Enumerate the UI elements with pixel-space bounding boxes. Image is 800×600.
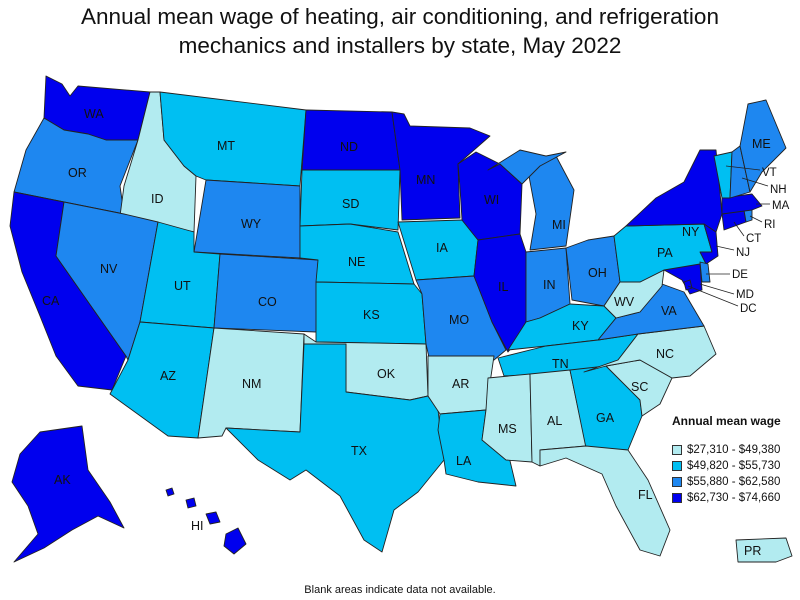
- ct-leader: [733, 221, 745, 237]
- title-line-2: mechanics and installers by state, May 2…: [178, 33, 622, 58]
- ri-leader: [749, 215, 763, 223]
- state-sd[interactable]: [299, 169, 401, 231]
- label-co: CO: [258, 295, 277, 309]
- label-ks: KS: [363, 308, 380, 322]
- label-ok: OK: [377, 367, 396, 381]
- nh-leader: [741, 177, 769, 187]
- label-az: AZ: [160, 369, 176, 383]
- legend-label: $62,730 - $74,660: [687, 492, 781, 504]
- state-ny[interactable]: [625, 149, 723, 233]
- state-pr[interactable]: [735, 537, 793, 563]
- label-wy: WY: [241, 217, 262, 231]
- state-dc[interactable]: [683, 279, 693, 291]
- label-ny: NY: [682, 225, 700, 239]
- data-note: Blank areas indicate data not available.: [304, 584, 496, 596]
- legend-label: $27,310 - $49,380: [687, 444, 781, 456]
- label-ak: AK: [54, 473, 71, 487]
- label-mo: MO: [449, 313, 469, 327]
- label-il: IL: [498, 280, 508, 294]
- legend-label: $55,880 - $62,580: [687, 476, 781, 488]
- label-ca: CA: [42, 294, 60, 308]
- legend-item: $27,310 - $49,380: [672, 442, 781, 458]
- label-vt: VT: [762, 167, 777, 179]
- label-nm: NM: [242, 377, 261, 391]
- label-nh: NH: [770, 184, 787, 196]
- label-sc: SC: [631, 380, 648, 394]
- label-ut: UT: [174, 279, 191, 293]
- label-pa: PA: [657, 246, 673, 260]
- label-ar: AR: [452, 377, 469, 391]
- label-hi: HI: [191, 519, 204, 533]
- state-or[interactable]: [13, 117, 139, 215]
- legend-title: Annual mean wage: [672, 414, 781, 428]
- state-co[interactable]: [213, 253, 319, 333]
- label-de: DE: [732, 269, 748, 281]
- label-nd: ND: [340, 140, 358, 154]
- label-me: ME: [752, 137, 771, 151]
- label-dc: DC: [740, 303, 757, 315]
- label-wi: WI: [484, 193, 499, 207]
- state-ne[interactable]: [299, 223, 415, 285]
- label-pr: PR: [744, 544, 761, 558]
- legend-item: $62,730 - $74,660: [672, 490, 781, 506]
- label-in: IN: [543, 278, 556, 292]
- label-mn: MN: [416, 173, 435, 187]
- label-wv: WV: [614, 295, 635, 309]
- md-leader: [699, 283, 735, 295]
- label-ma: MA: [772, 200, 790, 212]
- label-ga: GA: [596, 411, 615, 425]
- label-va: VA: [661, 304, 677, 318]
- state-ak[interactable]: [11, 425, 125, 563]
- label-ky: KY: [572, 319, 589, 333]
- label-ne: NE: [348, 255, 365, 269]
- legend-swatch: [672, 461, 682, 471]
- label-fl: FL: [638, 488, 653, 502]
- label-al: AL: [547, 414, 562, 428]
- state-hi-maui[interactable]: [205, 511, 221, 525]
- label-id: ID: [151, 192, 164, 206]
- map-title: Annual mean wage of heating, air conditi…: [0, 2, 800, 60]
- label-mt: MT: [217, 139, 235, 153]
- label-ia: IA: [436, 241, 448, 255]
- label-nc: NC: [656, 347, 674, 361]
- label-ri: RI: [764, 219, 776, 231]
- state-hi-big[interactable]: [223, 527, 247, 555]
- state-tx[interactable]: [225, 343, 445, 553]
- label-ct: CT: [746, 233, 761, 245]
- label-la: LA: [456, 454, 472, 468]
- state-de[interactable]: [699, 261, 711, 283]
- legend-label: $49,820 - $55,730: [687, 460, 781, 472]
- nj-leader: [715, 245, 735, 251]
- state-hi-oahu[interactable]: [185, 497, 197, 509]
- label-nv: NV: [100, 262, 118, 276]
- label-tn: TN: [552, 357, 569, 371]
- label-mi: MI: [552, 218, 566, 232]
- vt-leader: [725, 165, 761, 171]
- legend-item: $55,880 - $62,580: [672, 474, 781, 490]
- legend-swatch: [672, 477, 682, 487]
- label-ms: MS: [498, 422, 517, 436]
- state-fl[interactable]: [539, 445, 671, 557]
- state-mi-upper[interactable]: [487, 149, 567, 185]
- state-md[interactable]: [663, 263, 703, 295]
- state-ma[interactable]: [721, 193, 763, 215]
- dc-leader: [687, 285, 739, 307]
- legend-swatch: [672, 493, 682, 503]
- label-or: OR: [68, 166, 87, 180]
- label-wa: WA: [84, 107, 104, 121]
- legend-swatch: [672, 445, 682, 455]
- label-oh: OH: [588, 266, 607, 280]
- state-hi-kauai[interactable]: [165, 487, 175, 497]
- label-tx: TX: [351, 444, 368, 458]
- legend-item: $49,820 - $55,730: [672, 458, 781, 474]
- state-mn[interactable]: [391, 111, 491, 221]
- label-nj: NJ: [736, 247, 750, 259]
- title-line-1: Annual mean wage of heating, air conditi…: [81, 4, 719, 29]
- label-md: MD: [736, 289, 754, 301]
- label-sd: SD: [342, 197, 359, 211]
- legend: Annual mean wage $27,310 - $49,380 $49,8…: [672, 414, 781, 506]
